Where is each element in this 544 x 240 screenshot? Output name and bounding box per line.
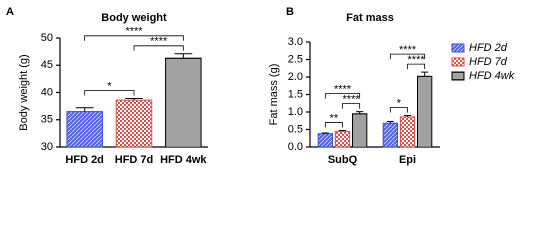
x-tick-label: HFD 4wk — [160, 154, 207, 166]
x-tick-label: SubQ — [328, 154, 358, 166]
figure: A Body weight Body weight (g) 30 35 40 45 50 HFD… — [6, 6, 515, 166]
significance-label: * — [397, 97, 402, 109]
error-bar — [421, 71, 429, 77]
legend-swatch — [451, 71, 465, 81]
error-bar — [174, 53, 193, 59]
legend-label: HFD 4wk — [469, 70, 515, 82]
error-bar — [356, 111, 364, 114]
significance-label: **** — [343, 94, 361, 106]
significance-label: **** — [125, 26, 143, 38]
bar — [417, 75, 433, 148]
bar — [382, 122, 398, 148]
significance-bracket — [84, 90, 135, 96]
bar — [317, 133, 333, 148]
x-tick-label: HFD 2d — [65, 154, 104, 166]
y-tick-label: 1.5 — [288, 88, 303, 100]
significance-bracket — [84, 35, 184, 41]
bar — [66, 111, 103, 148]
error-bar — [75, 107, 94, 112]
error-bar — [403, 115, 412, 117]
y-tick-label: 1.0 — [288, 106, 303, 118]
error-bar — [338, 130, 347, 132]
bar — [165, 57, 202, 148]
legend-swatch — [451, 43, 465, 53]
y-tick-label: 40 — [41, 86, 53, 98]
significance-bracket — [389, 107, 408, 113]
y-tick-label: 0.0 — [288, 141, 303, 153]
significance-label: **** — [399, 44, 417, 56]
significance-bracket — [324, 93, 361, 99]
y-tick-label: 30 — [41, 141, 53, 153]
significance-bracket — [407, 63, 426, 70]
significance-bracket — [324, 122, 343, 128]
significance-bracket — [389, 53, 426, 60]
significance-label: ** — [330, 112, 339, 124]
error-bar — [125, 97, 143, 101]
y-tick-label: 3.0 — [288, 36, 303, 48]
chart-title: Fat mass — [346, 12, 394, 24]
x-tick-label: HFD 7d — [115, 154, 154, 166]
error-bar — [321, 132, 329, 134]
y-tick-label: 0.5 — [288, 123, 303, 135]
bar — [334, 130, 351, 148]
significance-bracket — [342, 103, 361, 109]
significance-label: **** — [150, 36, 168, 48]
significance-label: **** — [334, 84, 352, 96]
chart-title: Body weight — [101, 12, 167, 24]
bar — [352, 113, 368, 148]
y-axis-label: Body weight (g) — [18, 54, 30, 130]
y-tick-label: 35 — [41, 114, 53, 126]
x-tick-label: Epi — [399, 154, 416, 166]
legend-swatch — [451, 57, 465, 67]
y-tick-label: 2.5 — [288, 53, 303, 65]
panel-label: A — [6, 6, 14, 18]
error-bar — [386, 120, 394, 124]
significance-label: * — [107, 80, 112, 92]
bar — [115, 99, 153, 148]
y-axis-label: Fat mass (g) — [268, 64, 280, 126]
panel-label: B — [286, 6, 294, 18]
y-tick-label: 50 — [41, 32, 53, 44]
bar — [399, 116, 416, 148]
legend-label: HFD 2d — [469, 42, 508, 54]
significance-bracket — [133, 45, 184, 51]
y-tick-label: 45 — [41, 59, 53, 71]
legend-label: HFD 7d — [469, 56, 508, 68]
significance-label: **** — [408, 54, 426, 66]
y-tick-label: 2.0 — [288, 71, 303, 83]
